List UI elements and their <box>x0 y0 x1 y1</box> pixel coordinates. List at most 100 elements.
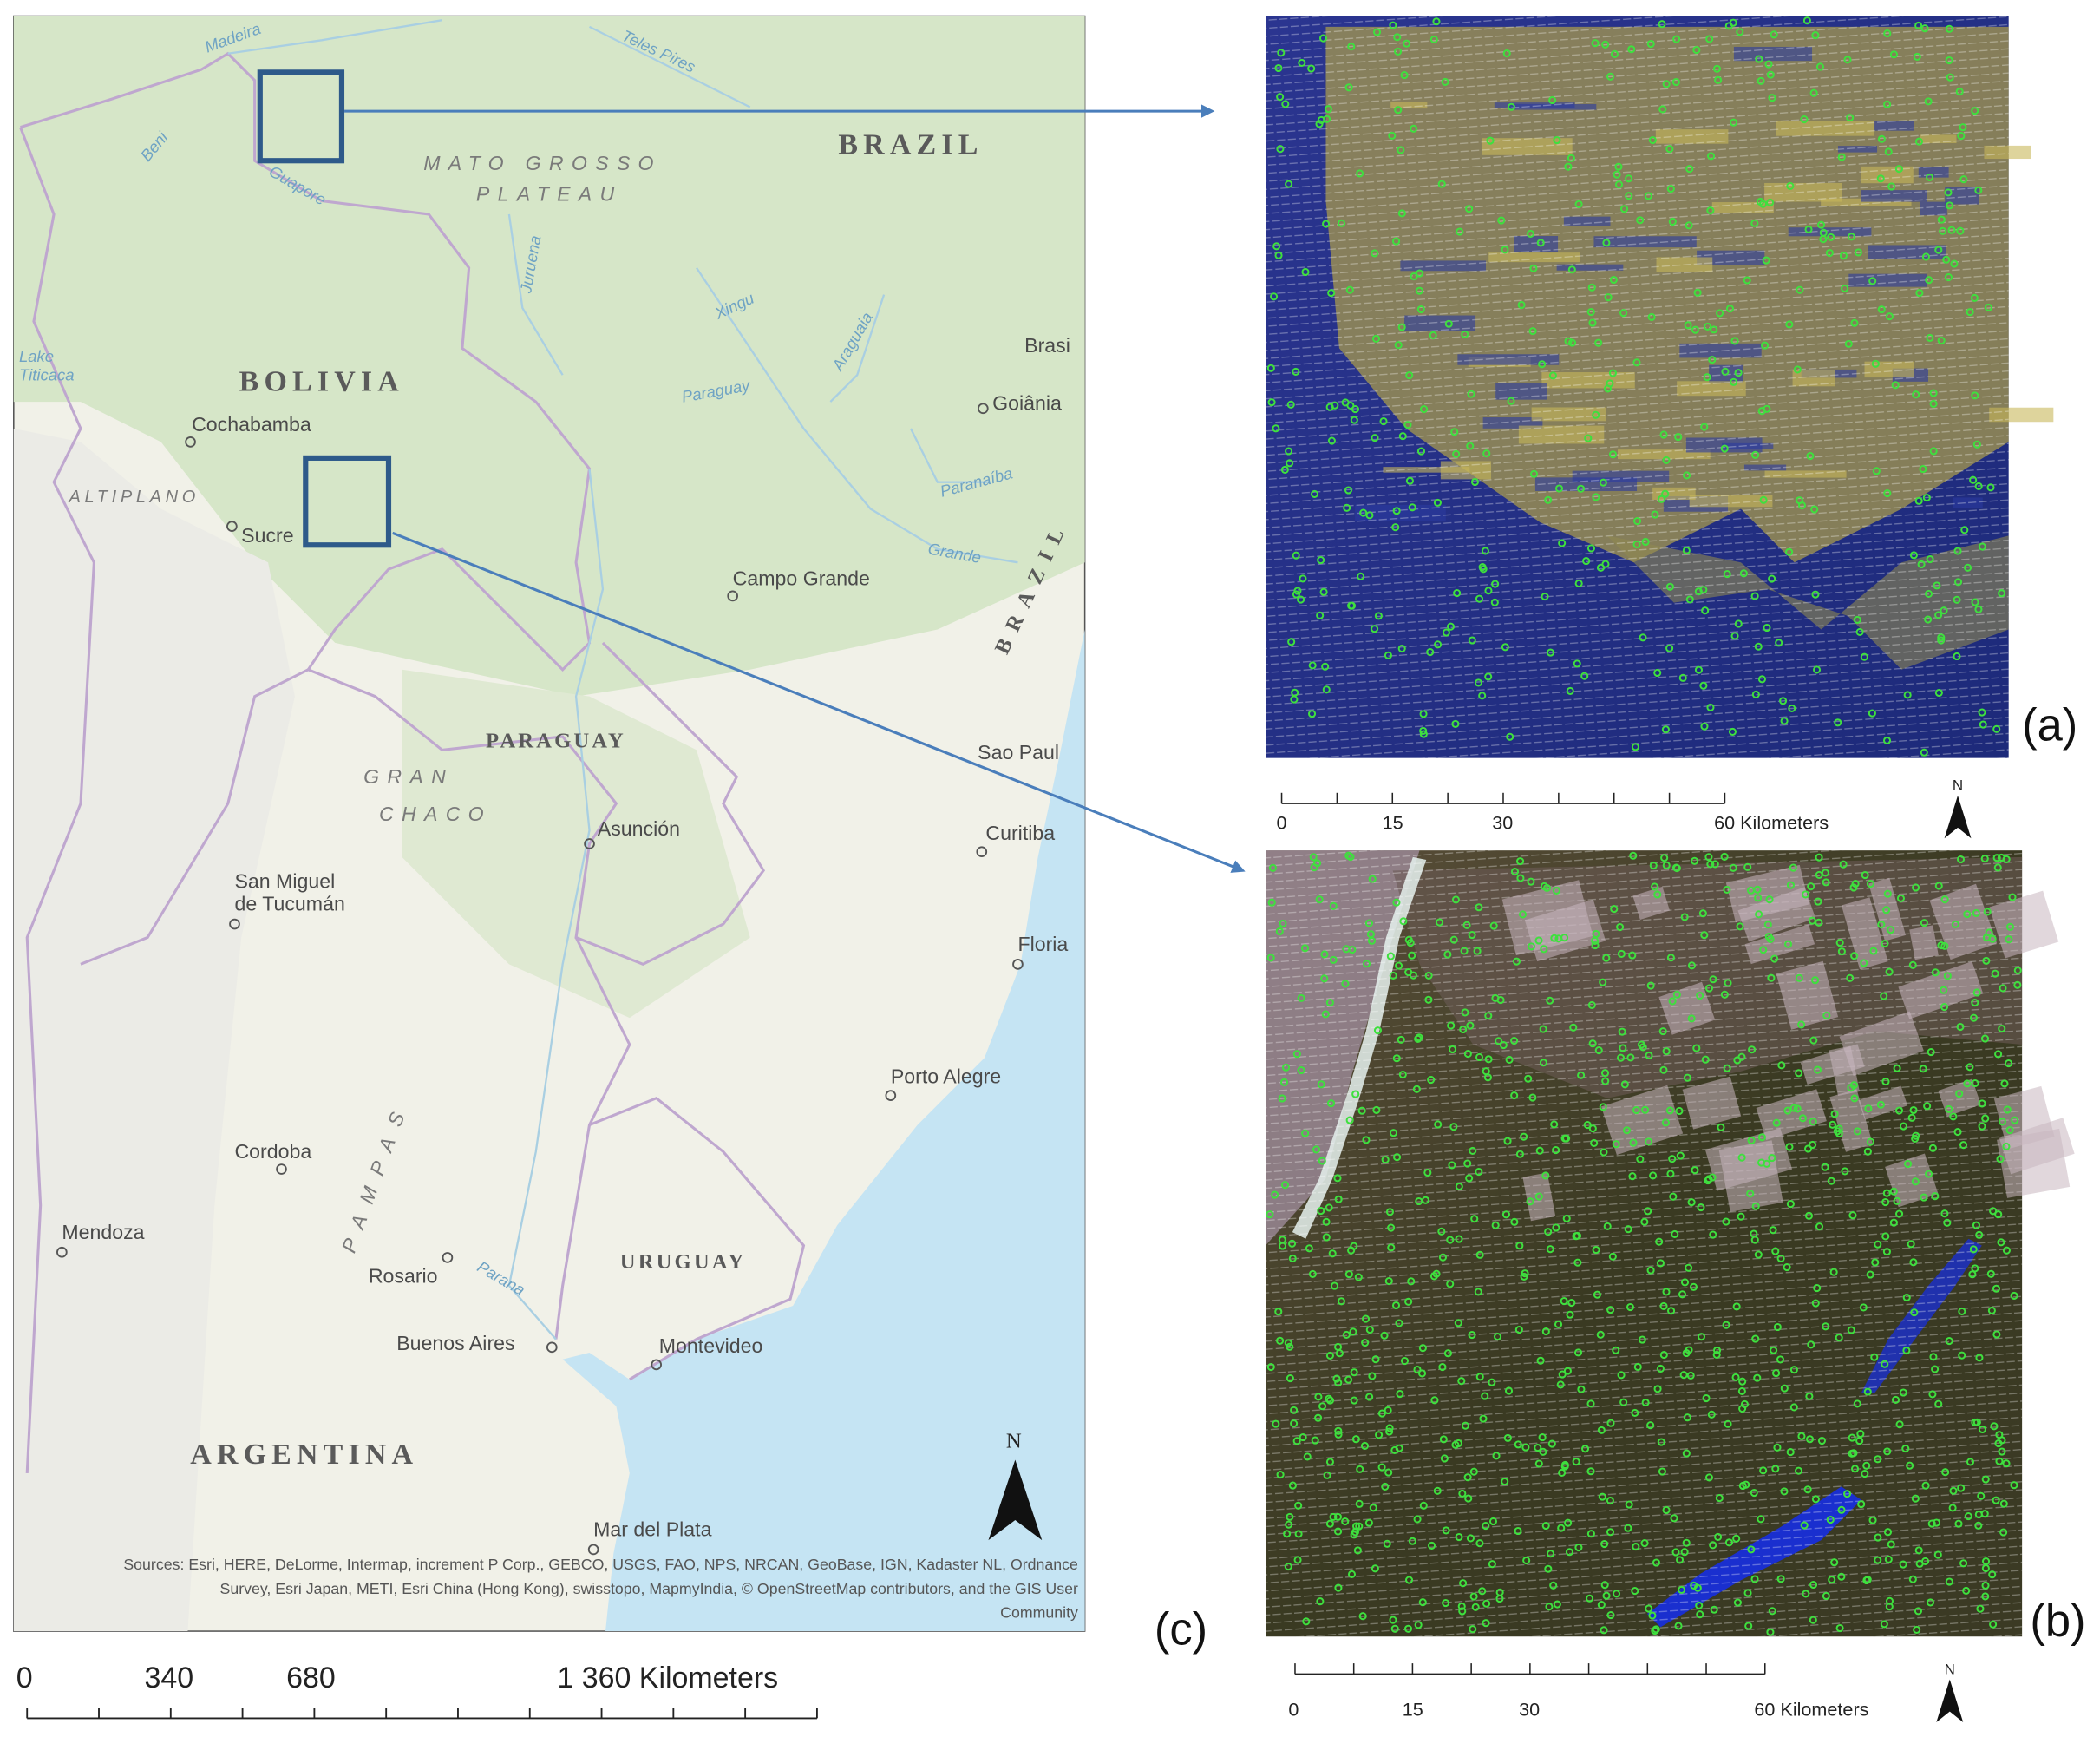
sample-point <box>1767 973 1776 982</box>
sample-point <box>1844 339 1853 348</box>
sample-point <box>1785 320 1794 329</box>
sample-point <box>1574 200 1583 208</box>
sample-point <box>1883 889 1892 898</box>
sample-point <box>1728 727 1737 736</box>
sample-point <box>1837 153 1846 161</box>
sample-point <box>1616 1053 1626 1062</box>
sample-point <box>1527 942 1536 951</box>
sample-point <box>1941 1468 1950 1477</box>
sample-point <box>1995 1457 2004 1465</box>
sample-point <box>2008 893 2017 901</box>
sample-point <box>1403 1624 1413 1633</box>
sample-point <box>1994 1210 2003 1219</box>
sample-point <box>1414 1621 1423 1629</box>
sample-point <box>2011 1116 2019 1124</box>
sample-point <box>1426 647 1435 657</box>
sources-text: Community <box>1000 1604 1078 1622</box>
sample-point <box>1894 1106 1904 1115</box>
sample-point <box>1687 1014 1696 1023</box>
sample-point <box>1706 206 1715 215</box>
sample-point <box>1786 181 1795 191</box>
sample-point <box>1927 1047 1935 1057</box>
sample-point <box>1292 1437 1301 1445</box>
sample-point <box>1267 898 1276 907</box>
sample-point <box>1274 1308 1283 1316</box>
sample-point <box>2013 980 2022 989</box>
sample-point <box>1394 106 1403 115</box>
sample-point <box>1544 1564 1553 1573</box>
sample-point <box>1365 511 1374 520</box>
sample-point <box>1546 648 1555 657</box>
sample-point <box>1562 1214 1571 1222</box>
sample-point <box>1586 544 1596 553</box>
sample-point <box>1548 371 1557 380</box>
sample-point <box>1970 293 1979 302</box>
sample-point <box>1562 1134 1571 1143</box>
sample-point <box>1723 1064 1731 1072</box>
city-marker <box>546 1341 558 1354</box>
sample-point <box>1389 1616 1397 1624</box>
sample-point <box>1940 1209 1949 1218</box>
sample-point <box>1891 1395 1900 1405</box>
sample-point <box>1652 1558 1661 1567</box>
sample-point <box>1600 1626 1608 1635</box>
north-arrow <box>1936 1679 1964 1723</box>
sample-point <box>1828 1576 1836 1584</box>
sample-point <box>1783 940 1793 948</box>
sample-point <box>1809 1118 1817 1126</box>
sample-point <box>1972 908 1980 918</box>
sample-point <box>1325 403 1334 411</box>
sample-point <box>1982 956 1991 965</box>
sample-point <box>1730 377 1738 386</box>
sample-point <box>1902 1293 1911 1302</box>
sample-point <box>1573 1258 1582 1267</box>
sample-point <box>1594 338 1603 347</box>
sample-point <box>1998 1118 2007 1126</box>
sample-point <box>2002 1459 2011 1468</box>
sample-point <box>1939 226 1947 235</box>
sample-point <box>1998 1025 2006 1033</box>
sample-point <box>1884 1555 1893 1563</box>
sample-point <box>1895 1209 1904 1218</box>
sample-point <box>1526 1197 1534 1206</box>
sample-point <box>1539 1025 1547 1033</box>
sample-point <box>1972 440 1981 449</box>
ocean <box>562 629 1085 1632</box>
sample-point <box>1649 862 1658 870</box>
sample-point <box>1632 1105 1641 1115</box>
sample-point <box>1915 1559 1924 1568</box>
sample-point <box>1924 1170 1933 1178</box>
sample-point <box>1403 421 1412 429</box>
sample-point <box>1631 743 1639 751</box>
sample-point <box>1371 1564 1379 1573</box>
sample-point <box>1600 1581 1609 1590</box>
sample-point <box>1448 1045 1457 1054</box>
sample-point <box>1857 1500 1866 1509</box>
sample-point <box>1870 1353 1879 1361</box>
sample-point <box>1465 205 1474 213</box>
sample-point <box>1580 1445 1590 1453</box>
sample-point <box>1991 969 1999 978</box>
sample-point <box>1413 1365 1422 1374</box>
sample-point <box>1606 1419 1615 1427</box>
sample-point <box>1278 1236 1286 1244</box>
sample-point <box>1618 1027 1626 1036</box>
sample-point <box>1929 447 1938 456</box>
sample-point <box>1669 1192 1678 1201</box>
field-patch <box>1744 924 1815 965</box>
sample-point <box>1655 1237 1664 1246</box>
sample-point <box>1390 1624 1399 1633</box>
sample-point <box>1723 885 1731 895</box>
sample-point <box>1822 1011 1831 1019</box>
sample-point <box>1687 961 1696 970</box>
sample-point <box>1814 897 1822 906</box>
sample-point <box>1917 560 1926 569</box>
sample-point <box>1755 910 1763 919</box>
sample-point <box>1277 49 1286 57</box>
sample-point <box>1775 639 1783 647</box>
sample-point <box>1314 1393 1323 1401</box>
sample-point <box>1292 1050 1301 1059</box>
sample-point <box>1883 488 1892 498</box>
sample-point <box>1297 993 1305 1002</box>
sample-point <box>1446 1236 1455 1244</box>
